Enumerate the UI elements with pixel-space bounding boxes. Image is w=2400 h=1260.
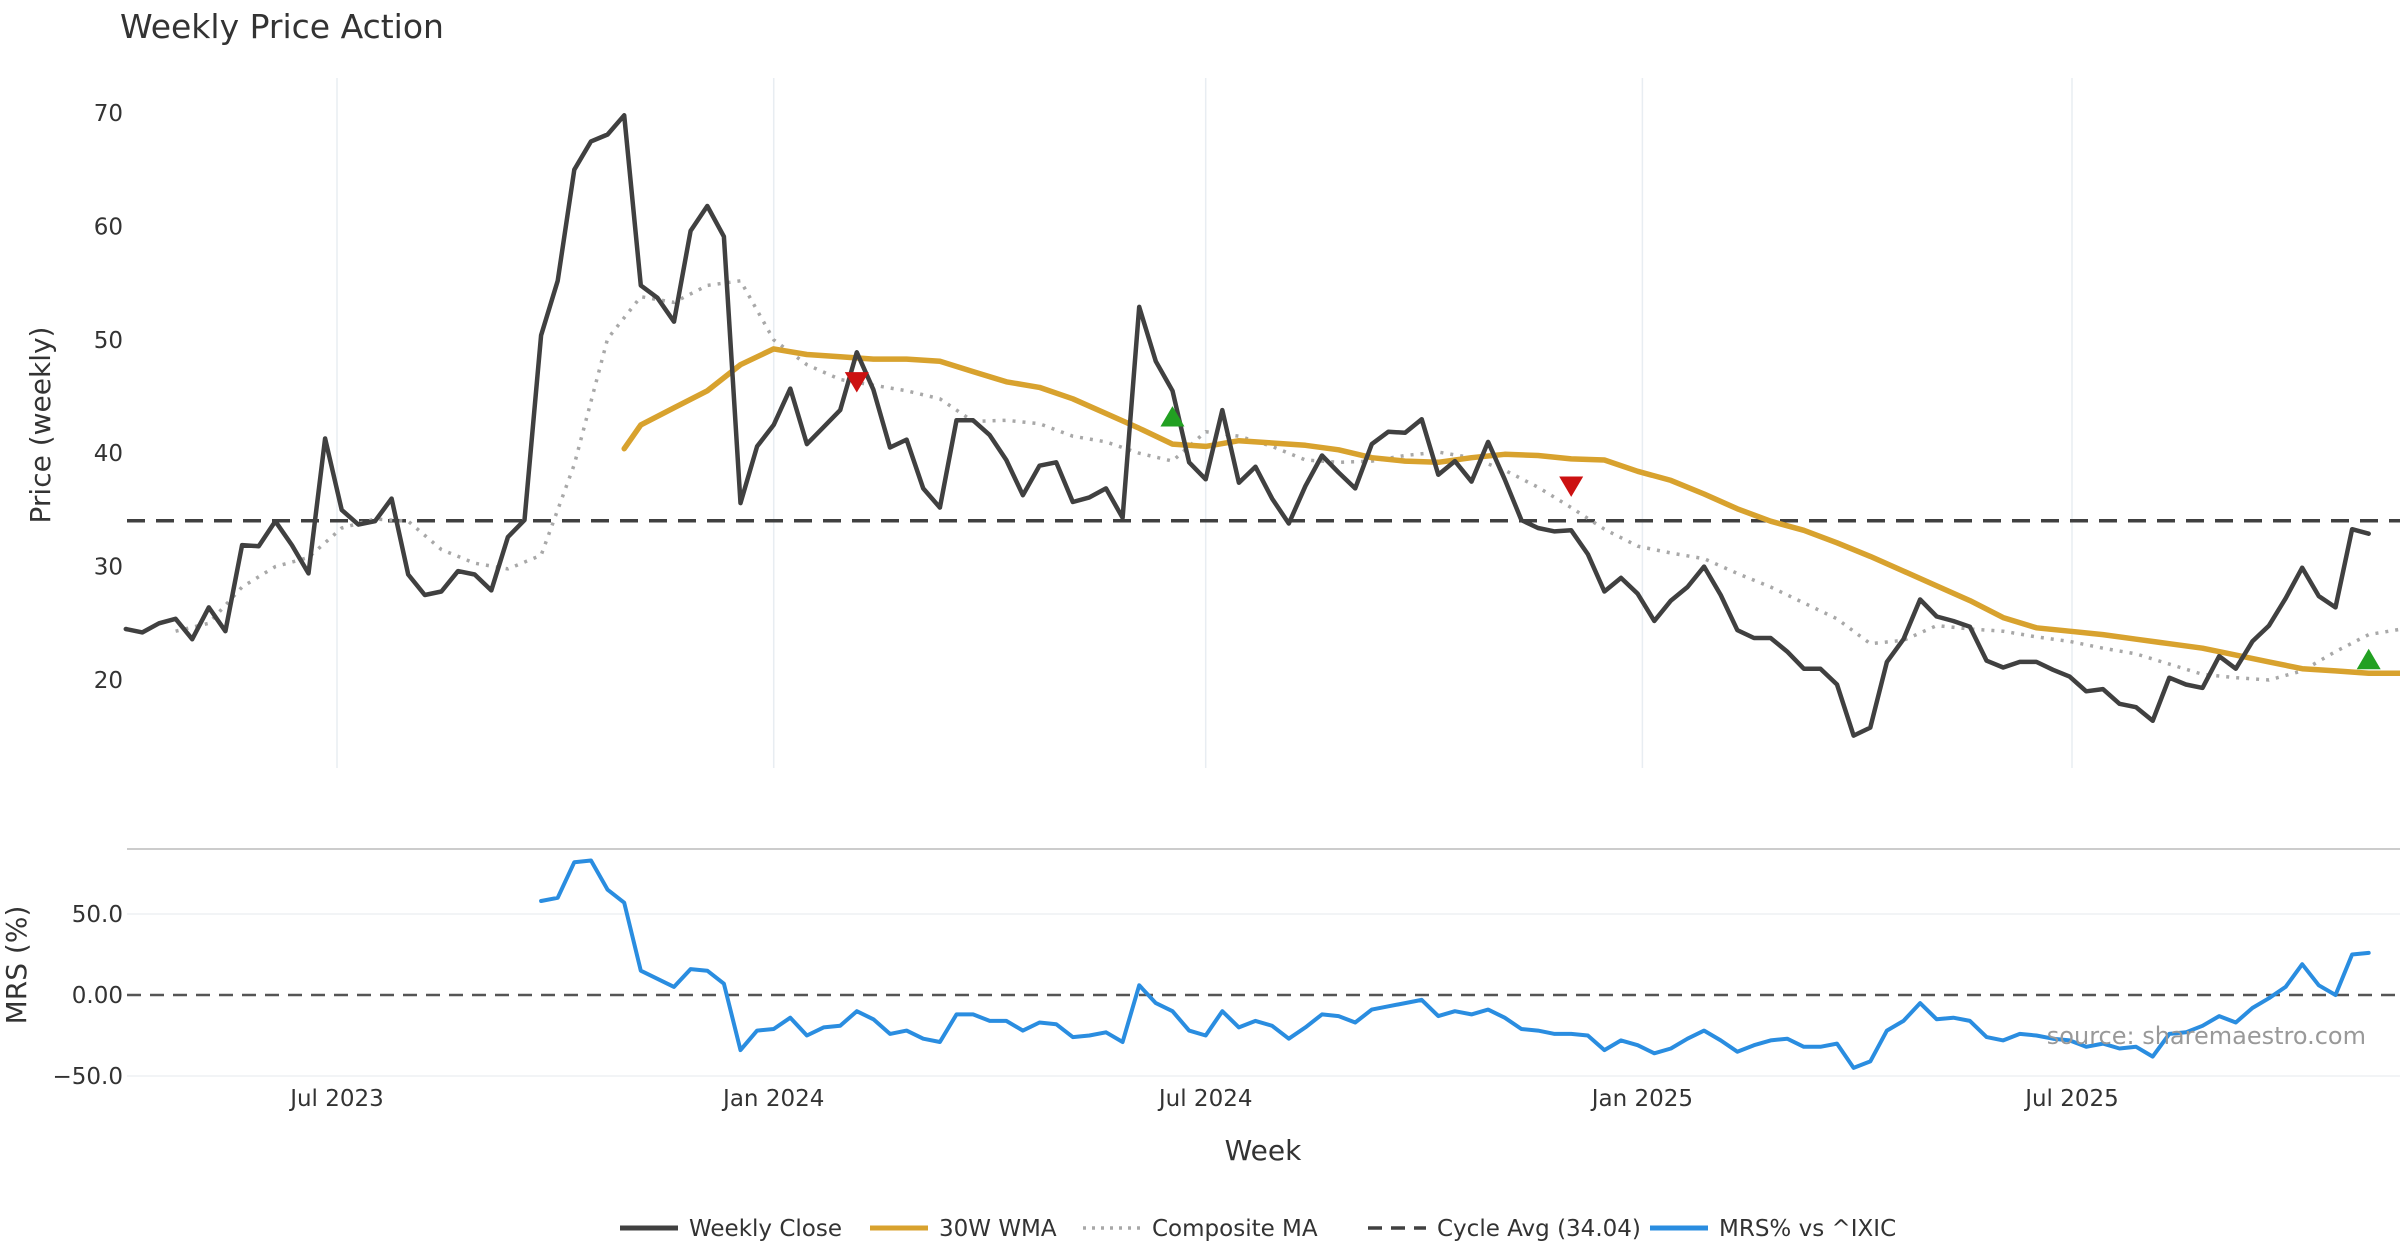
chart-legend: Weekly Close 30W WMA Composite MA Cycle Avg… bbox=[620, 1216, 1896, 1242]
mrs-y-tick-label-0: 50.0 bbox=[72, 902, 123, 928]
price-y-tick-label-0: 20 bbox=[94, 668, 123, 694]
x-axis: Jul 2023 Jan 2024 Jul 2024 Jan 2025 Jul 2025 bbox=[288, 1086, 2119, 1112]
weekly-close-line bbox=[123, 113, 2371, 738]
price-y-tick-label-3: 50 bbox=[94, 328, 123, 354]
composite-ma-line bbox=[175, 279, 2400, 682]
price-y-tick-label-2: 40 bbox=[94, 441, 123, 467]
price-panel: 20 30 40 50 60 70 bbox=[94, 101, 2400, 738]
30w-wma-line bbox=[621, 346, 2400, 676]
source-note: source: sharemaestro.com bbox=[2047, 1022, 2366, 1050]
legend-label-2: Composite MA bbox=[1152, 1216, 1318, 1242]
legend-label-3: Cycle Avg (34.04) bbox=[1437, 1216, 1641, 1242]
legend-label-0: Weekly Close bbox=[689, 1216, 842, 1242]
mrs-line bbox=[539, 858, 2371, 1070]
buy-signal-marker-1 bbox=[1160, 406, 1185, 427]
legend-label-1: 30W WMA bbox=[939, 1216, 1057, 1242]
x-axis-label: Week bbox=[1225, 1134, 1302, 1167]
mrs-y-axis-label: MRS (%) bbox=[0, 906, 33, 1025]
x-tick-label-4: Jul 2025 bbox=[2023, 1086, 2119, 1112]
vertical-gridlines bbox=[336, 78, 2073, 768]
sell-signal-marker-0 bbox=[844, 372, 869, 393]
buy-signal-marker-3 bbox=[2356, 648, 2381, 670]
mrs-panel: 50.0 0.00 −50.0 bbox=[53, 858, 2400, 1090]
chart-title: Weekly Price Action bbox=[120, 7, 444, 46]
price-y-tick-label-1: 30 bbox=[94, 555, 123, 581]
price-y-axis-label: Price (weekly) bbox=[24, 327, 57, 524]
legend-label-4: MRS% vs ^IXIC bbox=[1719, 1216, 1896, 1242]
x-tick-label-2: Jul 2024 bbox=[1157, 1086, 1253, 1112]
price-y-tick-label-4: 60 bbox=[94, 214, 123, 240]
x-tick-label-0: Jul 2023 bbox=[288, 1086, 384, 1112]
price-y-tick-label-5: 70 bbox=[94, 101, 123, 127]
mrs-y-tick-label-2: −50.0 bbox=[53, 1064, 123, 1090]
x-tick-label-1: Jan 2024 bbox=[721, 1086, 824, 1112]
mrs-y-tick-label-1: 0.00 bbox=[72, 983, 123, 1009]
sell-signal-marker-2 bbox=[1559, 476, 1584, 497]
x-tick-label-3: Jan 2025 bbox=[1590, 1086, 1693, 1112]
